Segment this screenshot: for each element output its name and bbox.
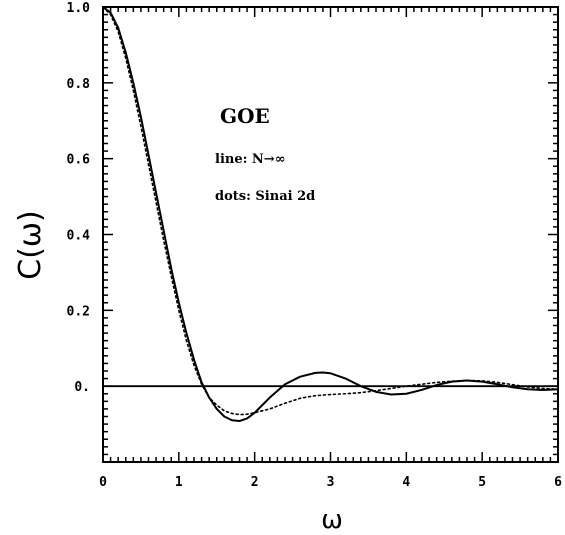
annotation-title: GOE	[220, 104, 270, 128]
y-tick-label: 0.8	[67, 77, 91, 92]
x-tick-label: 0	[99, 475, 107, 490]
x-tick-label: 4	[402, 475, 410, 490]
annotation-dots-label: dots: Sinai 2d	[215, 189, 315, 204]
y-tick-label: 1.0	[67, 1, 91, 16]
annotation-line-label: line: N→∞	[215, 152, 286, 167]
x-tick-label: 3	[327, 475, 335, 490]
y-tick-label: 0.2	[67, 304, 90, 319]
y-tick-label: 0.4	[67, 229, 91, 244]
series-solid-line	[102, 6, 559, 423]
x-tick-label: 1	[175, 475, 183, 490]
x-tick-label: 2	[251, 475, 259, 490]
x-tick-label: 5	[478, 475, 486, 490]
y-tick-label: 0.	[74, 380, 90, 395]
x-tick-label: 6	[554, 475, 562, 490]
y-axis-title: C(ω)	[13, 210, 48, 279]
y-tick-label: 0.6	[67, 153, 91, 168]
x-axis-title: ω	[321, 505, 343, 535]
series-dotted-line	[102, 6, 559, 416]
